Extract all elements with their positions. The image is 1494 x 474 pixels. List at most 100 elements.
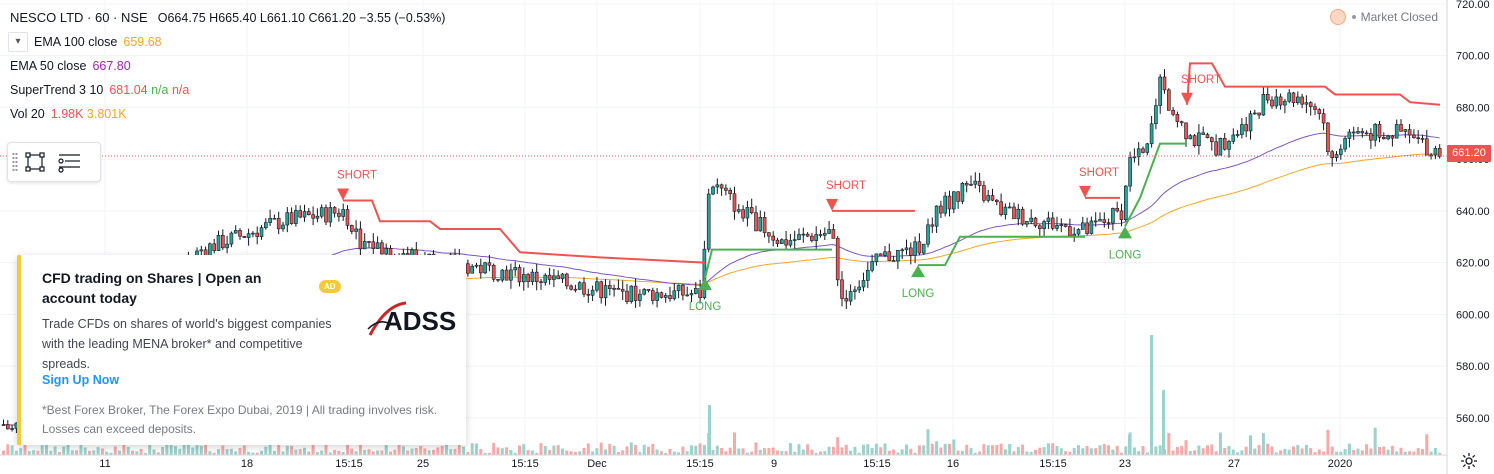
candle-body	[349, 225, 354, 232]
ad-popup[interactable]: CFD trading on Shares | Open an account …	[17, 255, 466, 445]
volume-bar	[930, 443, 934, 455]
candle-body	[259, 227, 264, 237]
candle-body	[582, 282, 586, 295]
volume-bar	[1094, 448, 1098, 455]
volume-bar	[715, 445, 719, 455]
candle-body	[233, 230, 238, 234]
legend-supertrend[interactable]: SuperTrend 3 10 681.04 n/a n/a	[10, 78, 445, 102]
candle-body	[543, 274, 548, 283]
candle-body	[1330, 151, 1334, 159]
legend-ema100[interactable]: ▾ EMA 100 close 659.68	[8, 30, 445, 54]
volume-bar	[277, 443, 281, 455]
candle-body	[539, 281, 543, 284]
volume-bar	[333, 449, 337, 455]
rectangle-tool-button[interactable]	[18, 145, 52, 179]
scale-settings-button[interactable]	[1460, 452, 1478, 470]
legend-volume[interactable]: Vol 20 1.98K 3.801K	[10, 102, 445, 126]
candle-body	[504, 269, 509, 281]
volume-bar	[1210, 444, 1214, 455]
candle-body	[1274, 96, 1279, 107]
volume-bar	[1154, 446, 1158, 455]
volume-bar	[1395, 451, 1399, 455]
volume-bar	[642, 444, 646, 455]
candle-body	[1287, 92, 1291, 102]
volume-bar	[509, 449, 513, 455]
candle-body	[711, 186, 715, 195]
candle-body	[285, 212, 290, 226]
volume-bar	[621, 450, 625, 455]
candle-body	[306, 211, 311, 216]
candle-body	[844, 298, 849, 302]
candle-body	[1425, 138, 1429, 156]
candle-body	[1205, 134, 1210, 138]
volume-bar	[754, 442, 758, 455]
candle-body	[268, 217, 272, 223]
volume-bar	[423, 448, 427, 455]
volume-bar	[242, 445, 246, 455]
candle-body	[1343, 138, 1347, 150]
volume-bar	[604, 449, 607, 455]
volume-bar	[823, 451, 827, 455]
volume-bar	[535, 452, 539, 455]
volume-bar	[1132, 447, 1136, 455]
volume-bar	[1304, 444, 1308, 455]
candle-body	[964, 182, 969, 186]
candle-body	[668, 295, 672, 299]
volume-bar	[1416, 448, 1420, 455]
supertrend-down-segment	[1186, 62, 1441, 106]
volume-bar	[1236, 452, 1240, 455]
volume-bar	[1167, 433, 1171, 455]
short-arrow	[1181, 92, 1193, 105]
time-tick-label: 15:15	[686, 458, 714, 470]
candle-body	[848, 291, 853, 302]
volume-bar	[591, 451, 595, 455]
time-tick-label: 18	[241, 458, 253, 470]
candle-body	[1339, 148, 1343, 155]
candle-body	[801, 233, 806, 236]
volume-bar	[350, 448, 354, 455]
candle-body	[1059, 224, 1064, 226]
eye-toggle-icon[interactable]: ▾	[8, 32, 28, 52]
volume-bar	[694, 445, 698, 455]
volume-bar	[410, 448, 414, 455]
long-arrow	[911, 265, 925, 278]
ema50-value: 667.80	[92, 59, 131, 73]
volume-bar	[337, 450, 341, 455]
candle-body	[1313, 106, 1317, 110]
candle-body	[1158, 76, 1162, 106]
volume-bar	[767, 448, 771, 455]
volume-bar	[131, 450, 134, 455]
volume-bar	[32, 450, 36, 455]
drag-handle[interactable]	[12, 152, 18, 172]
candle-body	[908, 247, 913, 256]
candle-body	[706, 193, 711, 250]
candle-body	[362, 241, 367, 250]
candle-body	[1038, 225, 1042, 230]
volume-bar	[1352, 449, 1356, 455]
price-axis: 720.00700.00680.00660.00640.00620.00600.…	[1446, 0, 1490, 474]
candle-body	[646, 289, 651, 291]
volume-bar	[1107, 445, 1111, 455]
candle-body	[1085, 222, 1089, 234]
volume-bar	[1197, 445, 1201, 455]
volume-bar	[174, 446, 177, 455]
symbol-title[interactable]: NESCO LTD · 60 · NSE	[10, 10, 148, 25]
scale-settings-icon	[1461, 453, 1477, 469]
candle-body	[216, 234, 221, 251]
candle-body	[1412, 134, 1416, 139]
volume-bar	[324, 443, 328, 455]
candle-body	[1248, 113, 1253, 132]
volume-bar	[556, 445, 560, 455]
candle-body	[1416, 137, 1420, 140]
ad-title[interactable]: CFD trading on Shares | Open an account …	[42, 270, 262, 306]
object-tree-button[interactable]	[52, 145, 86, 179]
candle-body	[1321, 113, 1326, 124]
legend-ema50[interactable]: EMA 50 close 667.80	[10, 54, 445, 78]
sign-up-link[interactable]: Sign Up Now	[42, 373, 120, 387]
volume-bar	[1266, 443, 1270, 455]
candle-body	[758, 216, 763, 232]
volume-bar	[1120, 452, 1123, 455]
candle-body	[1102, 219, 1107, 223]
volume-bar	[612, 445, 616, 455]
candle-body	[1007, 206, 1012, 209]
